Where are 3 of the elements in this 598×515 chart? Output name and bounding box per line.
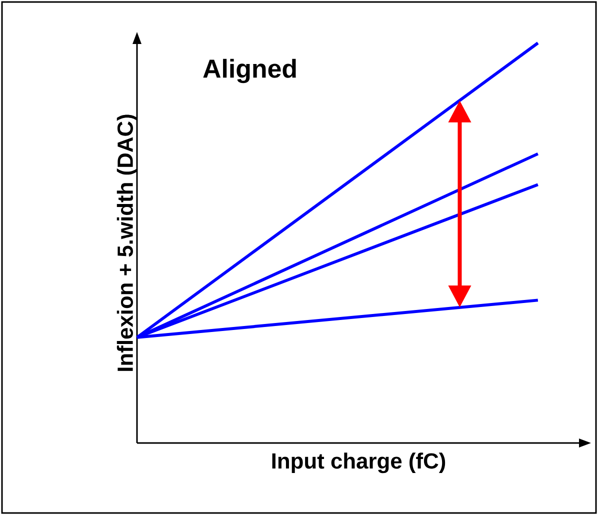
x-axis-title: Input charge (fC)	[272, 452, 446, 474]
text: Aligned	[203, 58, 296, 84]
y-axis-title: Inflexion + 5.width (DAC)	[116, 114, 138, 371]
